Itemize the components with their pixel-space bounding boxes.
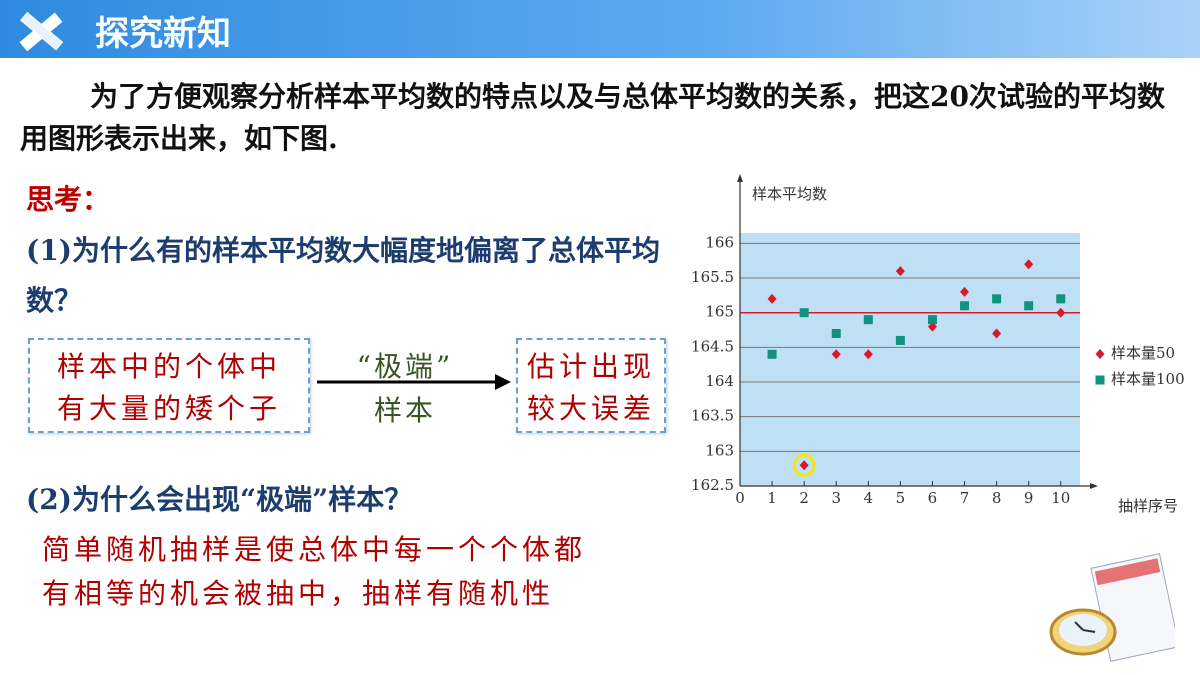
answer: 简单随机抽样是使总体中每一个个体都 有相等的机会被抽中，抽样有随机性 — [42, 528, 586, 616]
x-tick-label: 8 — [992, 489, 1002, 507]
y-axis-arrow — [737, 174, 743, 182]
box-line: 有大量的矮个子 — [56, 392, 281, 425]
plot-area — [740, 233, 1080, 486]
point — [895, 335, 905, 345]
calendar-clock-illustration — [1049, 553, 1175, 662]
x-tick-label: 0 — [735, 489, 745, 507]
y-tick-label: 164 — [705, 372, 734, 390]
y-tick-label: 162.5 — [691, 476, 734, 494]
arrow-label-line: 样本 — [373, 394, 436, 427]
x-tick-label: 5 — [896, 489, 906, 507]
ruler-icon — [19, 11, 64, 52]
y-tick-label: 165.5 — [691, 268, 734, 286]
legend-marker — [1095, 349, 1105, 359]
point — [767, 349, 777, 359]
point — [799, 460, 809, 471]
answer-line: 有相等的机会被抽中，抽样有随机性 — [42, 577, 555, 610]
box-line: 样本中的个体中 — [56, 350, 281, 383]
y-tick-label: 164.5 — [691, 337, 734, 355]
x-tick-label: 2 — [799, 489, 809, 507]
x-tick-label: 10 — [1051, 489, 1070, 507]
x-tick-label: 3 — [831, 489, 841, 507]
y-axis-title: 样本平均数 — [752, 185, 827, 203]
highlight-ring — [792, 453, 816, 477]
y-tick-label: 166 — [705, 233, 734, 251]
legend-marker — [1095, 375, 1105, 385]
y-tick-label: 165 — [705, 303, 734, 321]
question: (2)为什么会出现“极端”样本？ — [26, 483, 413, 516]
y-tick-label: 163.5 — [691, 407, 734, 425]
title: 探究新知 — [95, 14, 231, 54]
point — [960, 301, 970, 311]
legend-label: 样本量50 — [1111, 344, 1175, 362]
point — [992, 328, 1002, 339]
answer-line: 简单随机抽样是使总体中每一个个体都 — [42, 533, 587, 566]
point — [927, 315, 937, 325]
point — [863, 315, 873, 325]
point — [767, 293, 777, 304]
x-tick-label: 4 — [864, 489, 874, 507]
x-tick-label: 6 — [928, 489, 938, 507]
arrow-label: “极端” 样本 — [330, 345, 480, 433]
x-tick-label: 9 — [1024, 489, 1034, 507]
point — [960, 286, 970, 297]
point — [1024, 259, 1034, 270]
think-label: 思考： — [26, 183, 111, 216]
intro-text: 为了方便观察分析样本平均数的特点以及与总体平均数的关系，把这20次试验的平均数用… — [20, 80, 1165, 155]
arrow-label-line: “极端” — [356, 350, 454, 383]
x-tick-label: 1 — [767, 489, 777, 507]
title-bar — [0, 0, 1200, 58]
x-axis-title: 抽样序号 — [1118, 497, 1178, 515]
point — [1056, 294, 1066, 304]
effect-box: 估计出现 较大误差 — [516, 338, 666, 433]
cause-box: 样本中的个体中 有大量的矮个子 — [28, 338, 310, 433]
point — [1056, 307, 1066, 318]
legend-label: 样本量100 — [1111, 370, 1185, 388]
question: (1)为什么有的样本平均数大幅度地偏离了总体平均数？ — [26, 234, 660, 317]
y-tick-label: 163 — [705, 441, 734, 459]
x-axis-arrow — [1090, 483, 1098, 489]
x-tick-label: 7 — [960, 489, 970, 507]
point — [863, 349, 873, 360]
arrow — [317, 374, 511, 390]
box-line: 估计出现 — [526, 350, 655, 383]
box-line: 较大误差 — [526, 392, 655, 425]
point — [831, 349, 841, 360]
point — [799, 308, 809, 318]
point — [1024, 301, 1034, 311]
point — [992, 294, 1002, 304]
point — [831, 329, 841, 339]
point — [895, 266, 905, 277]
